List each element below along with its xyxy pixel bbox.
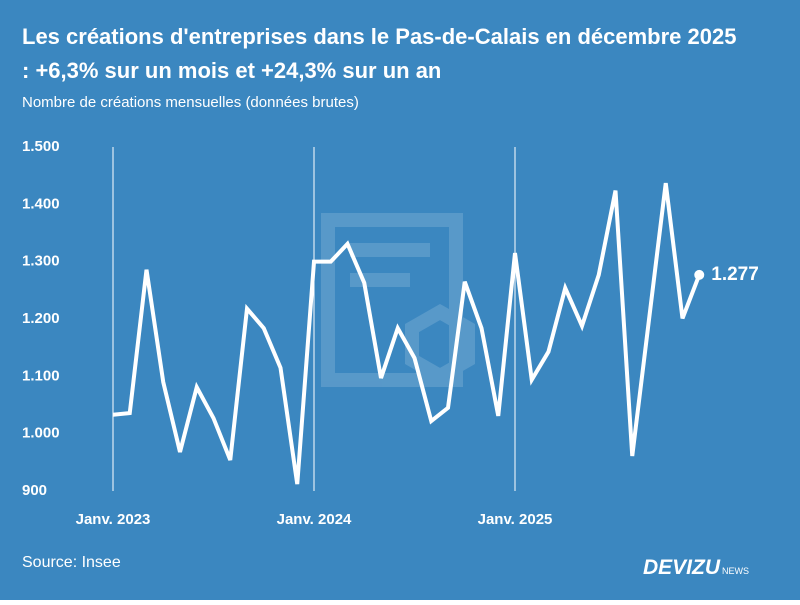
x-tick-label: Janv. 2023 bbox=[76, 511, 151, 528]
y-tick-label: 1.300 bbox=[22, 253, 60, 270]
value-label: 1.277 bbox=[711, 264, 759, 285]
watermark bbox=[321, 213, 475, 387]
brand-suffix: NEWS bbox=[722, 566, 749, 576]
source: Source: Insee bbox=[22, 554, 121, 571]
x-tick-label: Janv. 2025 bbox=[478, 511, 553, 528]
y-tick-label: 1.500 bbox=[22, 138, 60, 155]
chart-title: Les créations d'entreprises dans le Pas-… bbox=[22, 24, 736, 83]
y-tick-label: 900 bbox=[22, 482, 47, 499]
brand: DEVIZU bbox=[643, 556, 721, 579]
y-tick-label: 1.100 bbox=[22, 367, 60, 384]
end-point bbox=[694, 269, 705, 280]
line bbox=[112, 182, 702, 485]
y-tick-label: 1.200 bbox=[22, 310, 60, 327]
y-tick-label: 1.400 bbox=[22, 195, 60, 212]
x-tick-label: Janv. 2024 bbox=[277, 511, 352, 528]
chart-subtitle: Nombre de créations mensuelles (données … bbox=[22, 94, 359, 111]
y-tick-label: 1.000 bbox=[22, 425, 60, 442]
